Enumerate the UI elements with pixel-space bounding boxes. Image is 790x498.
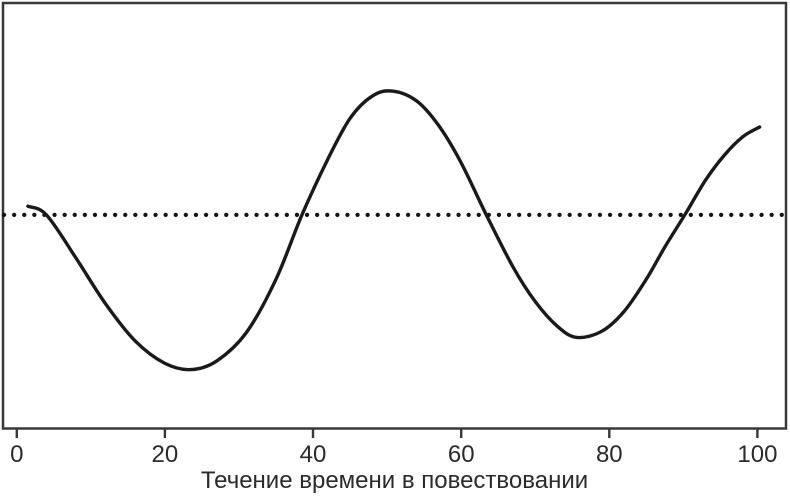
x-axis-title: Течение времени в повествовании: [201, 467, 588, 494]
x-tick-label: 0: [10, 441, 23, 468]
plot-border: [1, 1, 788, 430]
x-tick-label: 20: [152, 441, 179, 468]
x-axis-ticks: 0 20 40 60 80 100: [10, 429, 777, 468]
narrative-arc-curve: [26, 89, 762, 372]
x-tick-label: 80: [596, 441, 623, 468]
x-tick-label: 40: [300, 441, 327, 468]
x-tick-label: 60: [448, 441, 475, 468]
x-tick-label: 100: [737, 441, 777, 468]
